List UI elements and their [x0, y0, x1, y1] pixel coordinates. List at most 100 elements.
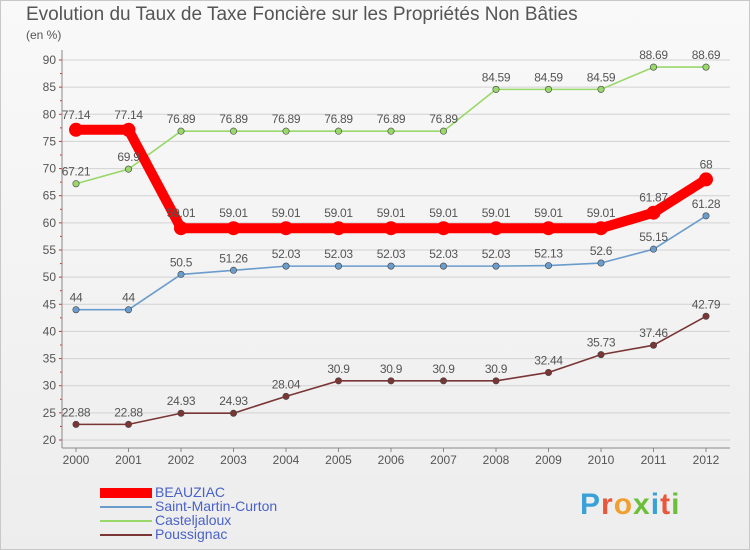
data-point-poussignac [125, 420, 133, 428]
data-label-saint-martin-curton: 52.03 [272, 247, 301, 261]
data-point-casteljaloux [177, 127, 185, 135]
y-tick-label: 35 [43, 352, 57, 366]
data-point-beauziac [279, 221, 293, 236]
data-label-poussignac: 35.73 [587, 336, 616, 350]
data-label-casteljaloux: 88.69 [639, 48, 668, 62]
data-label-saint-martin-curton: 52.6 [590, 244, 613, 258]
y-tick-label: 80 [43, 107, 57, 121]
y-tick-label: 70 [43, 162, 57, 176]
data-point-saint-martin-curton [439, 262, 447, 270]
data-label-casteljaloux: 76.89 [219, 112, 248, 126]
y-tick-label: 50 [43, 270, 57, 284]
data-label-saint-martin-curton: 52.03 [429, 247, 458, 261]
data-labels: 77.14 77.14 59.01 59.01 59.01 59.01 59.01 59.01… [62, 48, 721, 419]
y-tick-label: 55 [43, 243, 57, 257]
data-label-poussignac: 42.79 [692, 297, 721, 311]
y-tick-label: 20 [43, 433, 57, 447]
y-tick-label: 65 [43, 189, 57, 203]
data-point-poussignac [72, 420, 80, 428]
legend-label: Poussignac [155, 526, 228, 542]
data-label-poussignac: 22.88 [62, 405, 91, 419]
data-point-poussignac [334, 377, 342, 385]
data-label-poussignac: 37.46 [639, 326, 668, 340]
logo-letter: x [633, 488, 651, 521]
data-label-beauziac: 59.01 [377, 206, 406, 220]
data-point-poussignac [544, 368, 552, 376]
data-label-saint-martin-curton: 52.03 [482, 247, 511, 261]
x-tick-label: 2005 [325, 453, 352, 467]
y-tick-label: 75 [43, 134, 57, 148]
data-point-poussignac [492, 377, 500, 385]
y-tick-label: 60 [43, 216, 57, 230]
y-tick-label: 90 [43, 53, 57, 67]
x-tick-label: 2001 [115, 453, 142, 467]
data-label-casteljaloux: 69.9 [117, 150, 140, 164]
data-point-saint-martin-curton [282, 262, 290, 270]
data-point-casteljaloux [334, 127, 342, 135]
x-tick-label: 2002 [168, 453, 195, 467]
legend-label: BEAUZIAC [155, 484, 226, 500]
data-point-saint-martin-curton [177, 270, 185, 278]
logo-letter: r [601, 488, 614, 521]
data-point-saint-martin-curton [334, 262, 342, 270]
data-label-poussignac: 24.93 [167, 394, 196, 408]
data-point-beauziac [541, 221, 556, 236]
data-label-beauziac: 77.14 [62, 108, 91, 122]
data-point-poussignac [649, 341, 657, 349]
data-label-beauziac: 59.01 [219, 206, 248, 220]
data-point-casteljaloux [387, 127, 395, 135]
legend-swatch [100, 488, 152, 498]
y-tick-label: 40 [43, 324, 57, 338]
data-label-poussignac: 30.9 [327, 362, 350, 376]
data-label-poussignac: 32.44 [534, 353, 563, 367]
data-point-beauziac [646, 205, 661, 220]
data-point-beauziac [331, 221, 346, 236]
data-point-casteljaloux [492, 85, 500, 93]
data-label-saint-martin-curton: 61.28 [692, 197, 721, 211]
data-point-casteljaloux [649, 63, 657, 71]
data-point-saint-martin-curton [597, 259, 605, 267]
data-label-casteljaloux: 84.59 [587, 70, 616, 84]
data-point-poussignac [230, 409, 238, 417]
data-point-casteljaloux [597, 85, 605, 93]
data-point-saint-martin-curton [125, 306, 133, 314]
data-point-saint-martin-curton [230, 266, 238, 274]
data-label-casteljaloux: 76.89 [272, 112, 301, 126]
data-label-poussignac: 22.88 [114, 405, 143, 419]
data-label-casteljaloux: 76.89 [377, 112, 406, 126]
y-tick-label: 30 [43, 379, 57, 393]
data-point-casteljaloux [230, 127, 238, 135]
data-point-saint-martin-curton [492, 262, 500, 270]
data-label-saint-martin-curton: 51.26 [219, 251, 248, 265]
data-point-casteljaloux [702, 63, 710, 71]
y-tick-label: 85 [43, 80, 57, 94]
data-label-saint-martin-curton: 44 [122, 291, 135, 305]
x-tick-label: 2012 [693, 453, 720, 467]
data-point-poussignac [439, 377, 447, 385]
data-point-beauziac [384, 221, 398, 236]
x-tick-label: 2010 [588, 453, 615, 467]
logo-letter: i [671, 488, 681, 521]
data-point-casteljaloux [439, 127, 447, 135]
data-point-beauziac [226, 221, 241, 236]
data-point-casteljaloux [282, 127, 290, 135]
data-point-beauziac [121, 122, 136, 137]
x-tick-label: 2007 [430, 453, 457, 467]
data-label-casteljaloux: 67.21 [62, 165, 91, 179]
data-point-poussignac [177, 409, 185, 417]
data-label-saint-martin-curton: 55.15 [639, 230, 668, 244]
x-tick-label: 2009 [535, 453, 562, 467]
data-point-saint-martin-curton [72, 306, 80, 314]
data-point-beauziac [489, 221, 503, 236]
data-label-beauziac: 59.01 [167, 206, 196, 220]
data-point-casteljaloux [72, 180, 80, 188]
data-label-saint-martin-curton: 52.03 [324, 247, 353, 261]
data-point-beauziac [594, 221, 608, 236]
data-label-beauziac: 59.01 [324, 206, 353, 220]
legend-label: Saint-Martin-Curton [155, 498, 278, 514]
data-label-beauziac: 59.01 [534, 206, 563, 220]
logo-letter: i [650, 488, 661, 521]
logo-letter: P [580, 488, 602, 521]
series-lines [69, 63, 713, 428]
